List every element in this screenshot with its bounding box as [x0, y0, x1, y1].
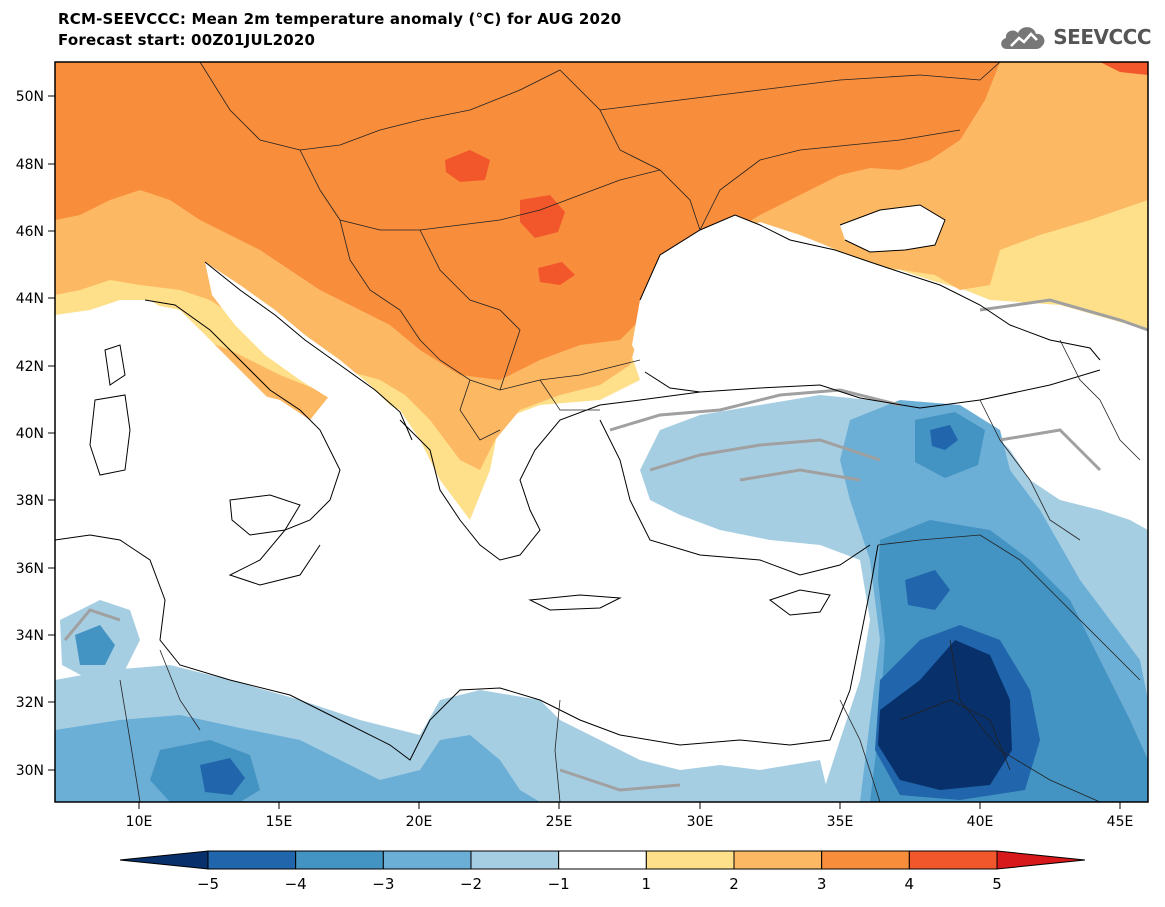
colorbar-bin	[558, 850, 647, 870]
colorbar-overflow	[996, 850, 1086, 870]
colorbar-label: −1	[548, 875, 570, 893]
colorbar-label: 3	[817, 875, 827, 893]
warm-anomaly-4c-romania	[520, 195, 565, 238]
cloud-icon	[1001, 27, 1045, 49]
map-title: RCM-SEEVCCC: Mean 2m temperature anomaly…	[58, 10, 622, 28]
lat-tick-label: 44N	[16, 291, 44, 307]
lon-tick-label: 40E	[967, 814, 994, 830]
lat-tick-label: 30N	[16, 763, 44, 779]
map-frame	[54, 61, 1149, 803]
lon-axis: 10E 15E 20E 25E 30E 35E 40E 45E	[126, 802, 1134, 830]
cool-anomaly-3c-knot2	[930, 425, 958, 450]
colorbar-label: −3	[372, 875, 394, 893]
lat-tick-label: 36N	[16, 561, 44, 577]
forecast-start-label: Forecast start: 00Z01JUL2020	[58, 31, 316, 49]
colorbar-bin	[645, 850, 735, 870]
lon-tick-label: 20E	[406, 814, 433, 830]
colorbar-bin	[733, 850, 823, 870]
colorbar-bin	[295, 850, 384, 870]
adriatic-sea	[205, 262, 410, 452]
cool-anomaly-4c-libya	[200, 758, 245, 795]
country-borders	[119, 62, 1141, 802]
warm-anomaly-4c-corner	[1100, 62, 1148, 75]
lon-tick-label: 45E	[1107, 814, 1134, 830]
logo-text: SEEVCCC	[1053, 25, 1151, 49]
colorbar-label: −4	[285, 875, 307, 893]
lon-tick-label: 25E	[546, 814, 573, 830]
lat-tick-label: 34N	[16, 628, 44, 644]
colorbar-bin	[908, 850, 998, 870]
lon-tick-label: 30E	[687, 814, 714, 830]
colorbar-bin	[470, 850, 560, 870]
lat-axis: 50N 48N 46N 44N 42N 40N 38N 36N 34N 32N …	[16, 89, 55, 779]
lon-tick-label: 15E	[266, 814, 293, 830]
lat-tick-label: 42N	[16, 359, 44, 375]
lat-tick-label: 46N	[16, 224, 44, 240]
colorbar-bin	[821, 850, 910, 870]
map-field	[55, 62, 1148, 802]
colorbar-label: 2	[729, 875, 739, 893]
cool-anomaly-3c-tunisia	[75, 625, 115, 665]
black-sea	[632, 215, 1100, 408]
colorbar-label: −5	[197, 875, 219, 893]
warm-anomaly-4c-south	[538, 262, 575, 285]
coastlines	[55, 204, 1101, 761]
lat-tick-label: 48N	[16, 157, 44, 173]
warm-anomaly-4c-north	[445, 150, 490, 182]
colorbar-bin	[207, 850, 297, 870]
lat-tick-label: 40N	[16, 426, 44, 442]
colorbar-label: 5	[992, 875, 1002, 893]
seevccc-logo: SEEVCCC	[997, 22, 1151, 52]
lat-tick-label: 38N	[16, 493, 44, 509]
colorbar-bin	[382, 850, 472, 870]
colorbar-underflow	[119, 850, 209, 870]
lat-tick-label: 32N	[16, 695, 44, 711]
colorbar: −5 −4 −3 −2 −1 1 2 3 4 5	[119, 850, 1086, 893]
lat-tick-label: 50N	[16, 89, 44, 105]
lon-tick-label: 10E	[126, 814, 153, 830]
contour-lines	[63, 298, 1148, 792]
tyrrhenian-sea	[90, 300, 300, 510]
lon-tick-label: 35E	[827, 814, 854, 830]
colorbar-label: 1	[642, 875, 652, 893]
colorbar-label: −2	[460, 875, 482, 893]
cool-anomaly-5c-core	[878, 640, 1012, 790]
colorbar-label: 4	[905, 875, 915, 893]
cool-anomaly-4c-spot	[905, 570, 950, 610]
sea-of-azov	[840, 205, 945, 252]
